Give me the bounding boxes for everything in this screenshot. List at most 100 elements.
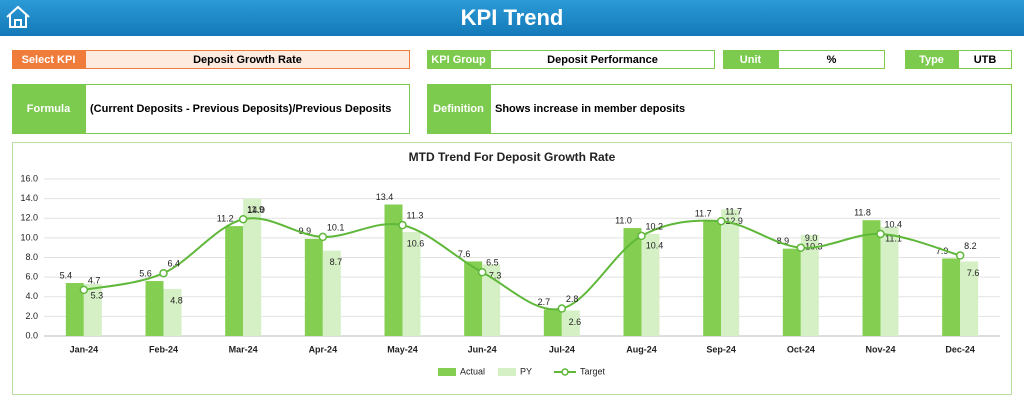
target-marker: [557, 304, 567, 313]
bar: [322, 250, 341, 336]
legend-swatch: [561, 368, 569, 376]
x-tick-label: May-24: [387, 344, 418, 354]
data-label: 10.6: [407, 238, 425, 248]
legend-label: PY: [520, 366, 532, 376]
y-tick-label: 10.0: [20, 232, 38, 242]
data-label: 10.1: [327, 222, 345, 232]
data-label: 7.9: [936, 246, 949, 256]
bar: [641, 233, 660, 336]
y-tick-label: 2.0: [25, 311, 38, 321]
data-label: 6.5: [486, 258, 499, 268]
data-label: 8.9: [777, 236, 790, 246]
data-label: 10.4: [885, 219, 903, 229]
bar: [543, 309, 562, 336]
target-line: [83, 217, 961, 311]
data-label: 11.7: [695, 209, 712, 219]
y-tick-label: 12.0: [20, 213, 38, 223]
data-label: 11.8: [854, 208, 871, 218]
field-value: %: [778, 50, 885, 69]
home-icon[interactable]: [4, 4, 32, 30]
data-label: 5.4: [60, 270, 73, 280]
data-label: 9.9: [299, 226, 312, 236]
target-marker: [159, 268, 168, 278]
x-tick-label: Jun-24: [468, 344, 497, 354]
x-tick-label: Jul-24: [549, 344, 575, 354]
field-value: (Current Deposits - Previous Deposits)/P…: [85, 84, 410, 134]
x-tick-label: Feb-24: [149, 344, 178, 354]
y-tick-label: 0.0: [25, 330, 38, 340]
legend-label: Target: [580, 366, 606, 376]
target-marker: [876, 229, 885, 239]
x-tick-label: Jan-24: [70, 344, 99, 354]
data-label: 11.2: [217, 213, 234, 223]
y-tick-label: 4.0: [25, 291, 38, 301]
x-tick-label: Mar-24: [229, 344, 258, 354]
data-label: 2.8: [566, 294, 579, 304]
data-label: 10.2: [646, 221, 664, 231]
target-marker: [318, 232, 328, 242]
bar: [65, 283, 84, 336]
y-tick-label: 8.0: [25, 252, 38, 262]
data-label: 10.3: [805, 241, 823, 251]
data-label: 11.0: [615, 215, 632, 225]
bar: [782, 248, 801, 336]
data-label: 8.7: [330, 257, 343, 267]
data-label: 4.8: [170, 295, 183, 305]
bar: [862, 220, 881, 336]
header-bar: KPI Trend: [0, 0, 1024, 36]
target-marker: [716, 216, 726, 226]
data-label: 11.9: [247, 205, 264, 215]
data-label: 7.6: [458, 249, 471, 259]
x-tick-label: Nov-24: [865, 344, 895, 354]
bar: [83, 283, 102, 336]
data-label: 11.1: [885, 233, 902, 243]
bar: [482, 264, 501, 336]
bar: [145, 281, 164, 336]
data-label: 2.7: [538, 297, 551, 307]
bar: [942, 258, 961, 336]
data-label: 12.9: [725, 216, 743, 226]
x-tick-label: Aug-24: [626, 344, 657, 354]
data-label: 5.3: [91, 290, 104, 300]
field-label: Select KPI: [12, 50, 85, 69]
bar: [703, 221, 722, 336]
target-marker: [796, 243, 806, 252]
bar: [304, 238, 323, 336]
legend-swatch: [498, 368, 516, 376]
bar: [163, 288, 182, 336]
bar: [384, 204, 403, 336]
target-marker: [79, 285, 89, 295]
data-label: 9.0: [805, 233, 818, 243]
x-tick-label: Apr-24: [309, 344, 338, 354]
kpi-select[interactable]: Deposit Growth Rate: [85, 50, 410, 69]
data-label: 7.3: [489, 271, 502, 281]
data-label: 11.3: [407, 210, 424, 220]
data-label: 10.4: [646, 240, 664, 250]
bar: [464, 261, 483, 336]
y-tick-label: 6.0: [25, 272, 38, 282]
bar: [243, 198, 262, 336]
bar: [402, 231, 421, 336]
target-marker: [477, 267, 487, 277]
data-label: 2.6: [569, 317, 582, 327]
header-title: KPI Trend: [460, 5, 564, 30]
field-value: Deposit Performance: [490, 50, 715, 69]
bar: [721, 209, 740, 336]
chart-panel: [12, 142, 1012, 395]
data-label: 7.6: [967, 268, 980, 278]
legend-swatch: [438, 368, 456, 376]
data-label: 13.4: [376, 192, 394, 202]
data-label: 8.2: [964, 241, 977, 251]
bar: [225, 226, 244, 336]
data-label: 14.0: [247, 205, 265, 215]
x-tick-label: Oct-24: [787, 344, 815, 354]
data-label: 5.6: [139, 268, 152, 278]
bar: [800, 234, 819, 336]
field-label: KPI Group: [427, 50, 490, 69]
data-label: 6.4: [168, 259, 181, 269]
y-tick-label: 14.0: [20, 193, 38, 203]
field-label: Type: [905, 50, 958, 69]
y-tick-label: 16.0: [20, 173, 38, 183]
